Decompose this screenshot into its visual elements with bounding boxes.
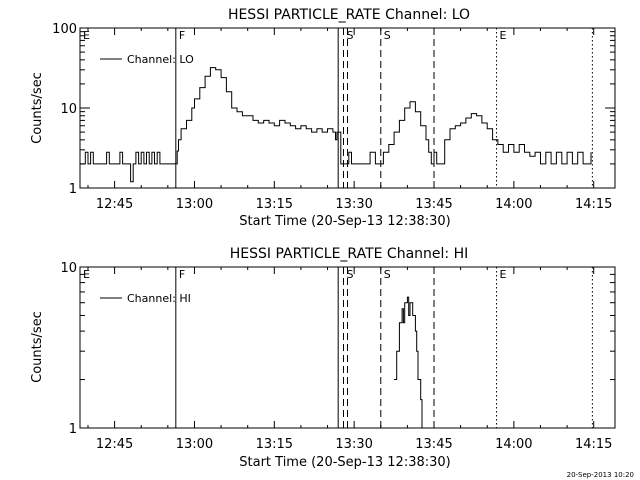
lo-legend-label: Channel: LO (127, 53, 194, 66)
lo-x-tick-label: 14:00 (495, 197, 532, 212)
hi-y-tick-label: 1 (69, 422, 77, 437)
hi-event-marker-label: S (384, 268, 391, 281)
hi-x-tick-label: 12:45 (96, 437, 133, 452)
hi-x-tick-label: 13:45 (415, 437, 452, 452)
hi-event-marker-label: S (347, 268, 354, 281)
lo-chart-title: HESSI PARTICLE_RATE Channel: LO (228, 7, 470, 23)
lo-event-marker-label: S (347, 29, 354, 42)
hi-x-tick-label: 13:30 (335, 437, 372, 452)
lo-channel-panel: HESSI PARTICLE_RATE Channel: LO Counts/s… (30, 7, 616, 229)
lo-y-tick-label: 10 (60, 102, 77, 117)
hi-chart-title: HESSI PARTICLE_RATE Channel: HI (230, 246, 468, 262)
hi-x-axis-label: Start Time (20-Sep-13 12:38:30) (239, 455, 450, 470)
hi-x-tick-label: 14:00 (495, 437, 532, 452)
lo-x-axis-label: Start Time (20-Sep-13 12:38:30) (239, 214, 450, 229)
hi-x-tick-label: 13:00 (176, 437, 213, 452)
hi-y-axis-label: Counts/sec (30, 311, 45, 383)
lo-x-tick-label: 13:30 (335, 197, 372, 212)
hi-event-marker-label: F (179, 268, 185, 281)
lo-event-marker-label: F (179, 29, 185, 42)
lo-x-tick-label: 14:15 (575, 197, 612, 212)
lo-y-tick-label: 1 (69, 182, 77, 197)
hi-x-tick-label: 14:15 (575, 437, 612, 452)
lo-event-marker-label: E (500, 29, 507, 42)
hi-legend-label: Channel: HI (127, 292, 191, 305)
lo-x-tick-label: 13:15 (256, 197, 293, 212)
lo-x-tick-label: 13:00 (176, 197, 213, 212)
timestamp-stamp: 20-Sep-2013 10:20 (566, 471, 634, 479)
lo-x-tick-label: 12:45 (96, 197, 133, 212)
lo-series-line (80, 67, 592, 183)
lo-event-marker-label: S (384, 29, 391, 42)
hi-event-marker-label: E (500, 268, 507, 281)
hi-channel-panel: HESSI PARTICLE_RATE Channel: HI Counts/s… (30, 246, 616, 470)
lo-y-tick-label: 100 (52, 22, 77, 37)
hi-series-line (394, 296, 423, 428)
hi-x-tick-label: 13:15 (256, 437, 293, 452)
lo-y-axis-label: Counts/sec (30, 72, 45, 144)
hi-event-marker-label: E (83, 268, 90, 281)
hi-y-tick-label: 10 (60, 261, 77, 276)
lo-x-tick-label: 13:45 (415, 197, 452, 212)
lo-event-marker-label: E (83, 29, 90, 42)
